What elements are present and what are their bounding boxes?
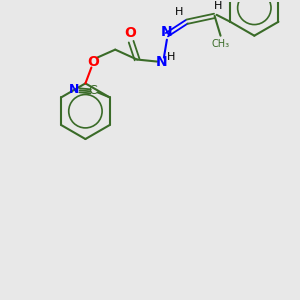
- Text: H: H: [167, 52, 175, 61]
- Text: CH₃: CH₃: [212, 39, 230, 49]
- Text: N: N: [156, 55, 168, 68]
- Text: O: O: [124, 26, 136, 40]
- Text: N: N: [69, 83, 79, 96]
- Text: O: O: [87, 55, 99, 68]
- Text: N: N: [161, 25, 173, 39]
- Text: C: C: [88, 84, 97, 97]
- Text: H: H: [175, 7, 183, 17]
- Text: H: H: [214, 1, 223, 11]
